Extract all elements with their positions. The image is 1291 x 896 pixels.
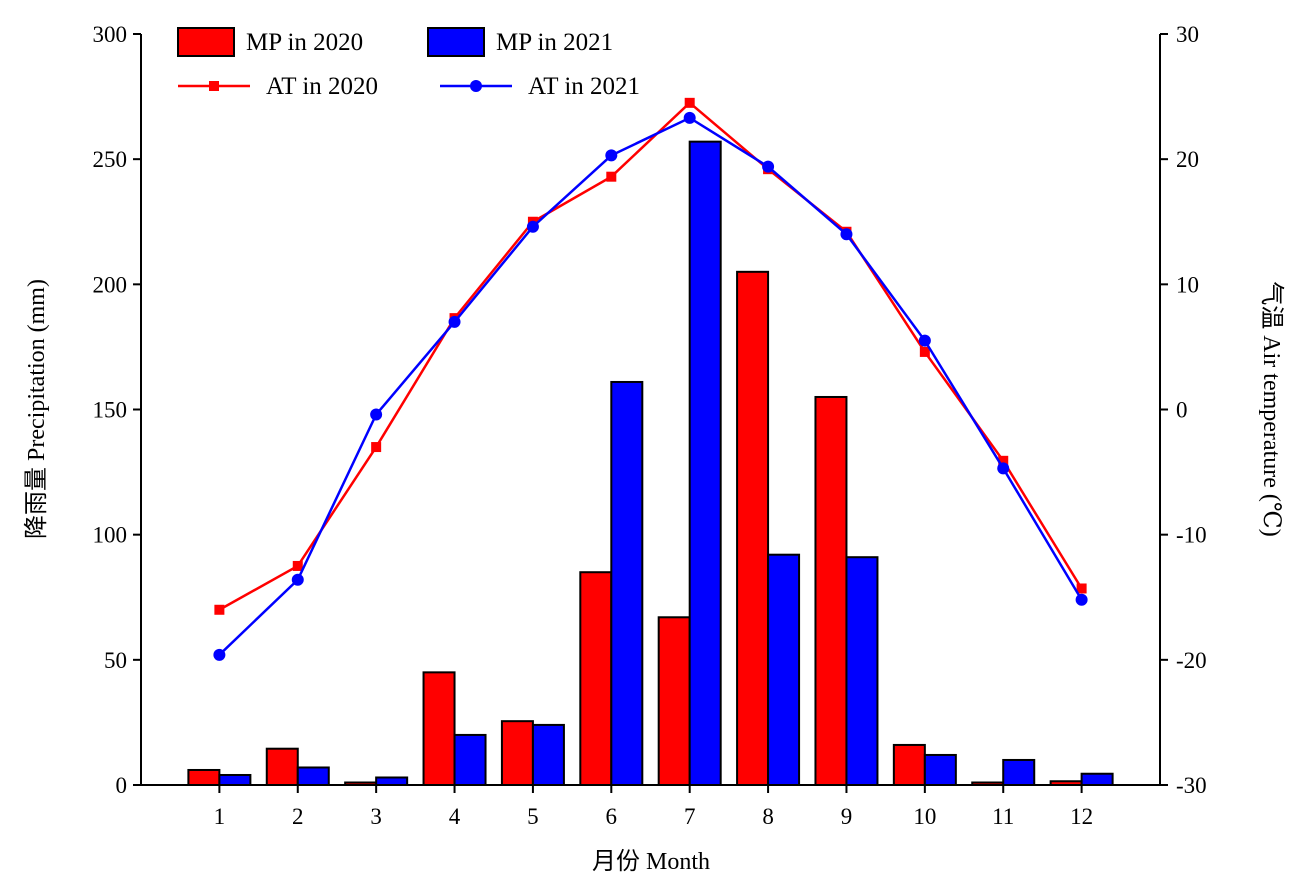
bar-1-4 <box>422 671 456 786</box>
y-tick-label: 100 <box>93 523 128 548</box>
y2-tick-label: 10 <box>1176 272 1199 297</box>
point-4-1 <box>213 648 226 661</box>
y-tick-label: 50 <box>104 648 127 673</box>
point-4-2 <box>291 573 304 586</box>
bar-1-10 <box>892 743 926 786</box>
legend-swatch-1 <box>177 27 235 57</box>
y2-tick-label: 30 <box>1176 22 1199 47</box>
bar-2-1 <box>218 773 252 787</box>
legend-label-3: AT in 2020 <box>266 73 378 100</box>
y-tick-label: 150 <box>93 398 128 423</box>
point-4-12 <box>1075 593 1088 606</box>
x-axis-title: 月份 Month <box>592 848 710 875</box>
y2-tick-label: -10 <box>1176 523 1207 548</box>
x-tick-label: 3 <box>370 804 382 829</box>
bar-1-8 <box>736 270 770 787</box>
point-4-6 <box>605 149 618 162</box>
point-3-7 <box>684 97 695 108</box>
bar-1-7 <box>657 616 691 786</box>
x-tick-label: 12 <box>1070 804 1093 829</box>
y-tick-label: 300 <box>93 22 128 47</box>
point-3-2 <box>292 560 303 571</box>
y2-axis-title: 气温 Air temperature (℃) <box>1258 281 1285 536</box>
point-4-11 <box>997 462 1010 475</box>
point-4-7 <box>683 111 696 124</box>
bar-2-10 <box>923 753 957 787</box>
bar-1-9 <box>814 395 848 786</box>
point-3-10 <box>919 346 930 357</box>
x-tick-label: 1 <box>214 804 226 829</box>
bar-2-3 <box>375 776 409 786</box>
legend-label-2: MP in 2021 <box>496 29 613 56</box>
bar-1-5 <box>500 720 534 786</box>
x-tick-label: 9 <box>841 804 853 829</box>
series-line-3 <box>218 101 1083 611</box>
bar-2-7 <box>688 140 722 787</box>
point-4-9 <box>840 228 853 241</box>
x-tick-label: 5 <box>527 804 539 829</box>
y2-tick-label: 0 <box>1176 398 1188 423</box>
legend-label-4: AT in 2021 <box>528 73 640 100</box>
legend-marker-4 <box>470 80 482 92</box>
x-tick-label: 8 <box>762 804 774 829</box>
y2-tick-label: 20 <box>1176 147 1199 172</box>
legend-marker-3 <box>209 81 219 91</box>
point-4-8 <box>762 160 775 173</box>
x-tick-label: 7 <box>684 804 696 829</box>
bar-2-6 <box>610 380 644 786</box>
y-tick-label: 200 <box>93 272 128 297</box>
bar-2-4 <box>453 733 487 787</box>
bar-1-1 <box>187 768 221 786</box>
bar-1-6 <box>579 571 613 787</box>
x-tick-label: 2 <box>292 804 304 829</box>
point-4-3 <box>370 408 383 421</box>
y-tick-label: 0 <box>116 773 128 798</box>
bar-2-5 <box>531 723 565 786</box>
bar-2-11 <box>1002 758 1036 787</box>
bar-2-12 <box>1080 772 1114 786</box>
y2-tick-label: -20 <box>1176 648 1207 673</box>
x-tick-label: 10 <box>913 804 936 829</box>
x-tick-label: 4 <box>449 804 461 829</box>
point-4-4 <box>448 315 461 328</box>
point-4-10 <box>918 334 931 347</box>
legend-label-1: MP in 2020 <box>246 29 363 56</box>
x-tick-label: 11 <box>992 804 1014 829</box>
y-axis-title: 降雨量 Precipitation (mm) <box>23 279 50 539</box>
bar-2-2 <box>296 766 330 787</box>
bar-2-9 <box>845 556 879 786</box>
y2-tick-label: -30 <box>1176 773 1207 798</box>
point-3-12 <box>1076 583 1087 594</box>
bar-1-2 <box>265 747 299 786</box>
point-4-5 <box>526 220 539 233</box>
point-3-11 <box>998 455 1009 466</box>
x-tick-label: 6 <box>606 804 618 829</box>
y-tick-label: 250 <box>93 147 128 172</box>
point-3-3 <box>371 442 382 453</box>
bar-2-8 <box>767 553 801 787</box>
legend: MP in 2020 MP in 2021 AT in 2020 AT in 2021 <box>177 27 640 100</box>
point-3-6 <box>606 171 617 182</box>
legend-swatch-2 <box>427 27 485 57</box>
point-3-1 <box>214 604 225 615</box>
series-line-4 <box>218 116 1083 656</box>
